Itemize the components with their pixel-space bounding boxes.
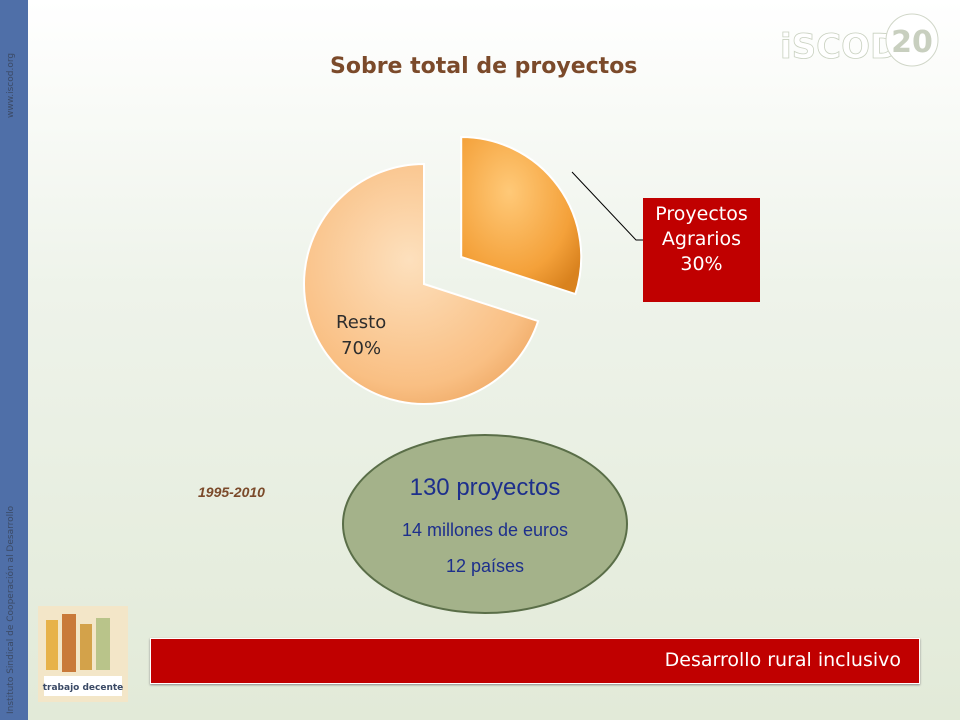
anniversary-seal-icon (885, 13, 939, 67)
slice-label-agrarios: Proyectos Agrarios 30% (643, 198, 760, 302)
slice-value-agrarios: 30% (680, 253, 723, 275)
projects-count: 130 proyectos (409, 474, 561, 501)
slice-name-resto: Resto (336, 312, 387, 333)
svg-text:trabajo decente: trabajo decente (43, 683, 124, 693)
slice-value-resto: 70% (341, 338, 382, 359)
chart-title: Sobre total de proyectos (330, 54, 638, 79)
slice-label-resto: Resto 70% (336, 310, 386, 362)
pie-slice-proyectos-agrarios (460, 135, 583, 296)
funding-amount: 14 millones de euros (401, 520, 569, 540)
iscod-logo: iSCOD 20 (780, 13, 939, 67)
footer-banner: Desarrollo rural inclusivo (150, 638, 920, 684)
slice-label-agrarios-line1: Proyectos (655, 203, 748, 225)
summary-ellipse: 130 proyectos 14 millones de euros 12 pa… (342, 434, 628, 614)
institute-name: Instituto Sindical de Cooperación al Des… (6, 505, 16, 714)
sidebar (0, 0, 28, 720)
pie-slice-resto (303, 162, 540, 405)
countries-count: 12 países (445, 556, 525, 576)
website-url[interactable]: www.iscod.org (6, 52, 16, 118)
slice-label-agrarios-line2: Agrarios (661, 228, 742, 250)
period-label: 1995-2010 (198, 484, 265, 500)
campaign-badge-logo: trabajo decente (38, 606, 128, 702)
logo-anniversary-text: 20 (891, 25, 933, 60)
banner-text: Desarrollo rural inclusivo (664, 649, 901, 671)
logo-brand-text: iSCOD (780, 27, 898, 67)
pie-chart (303, 135, 583, 405)
